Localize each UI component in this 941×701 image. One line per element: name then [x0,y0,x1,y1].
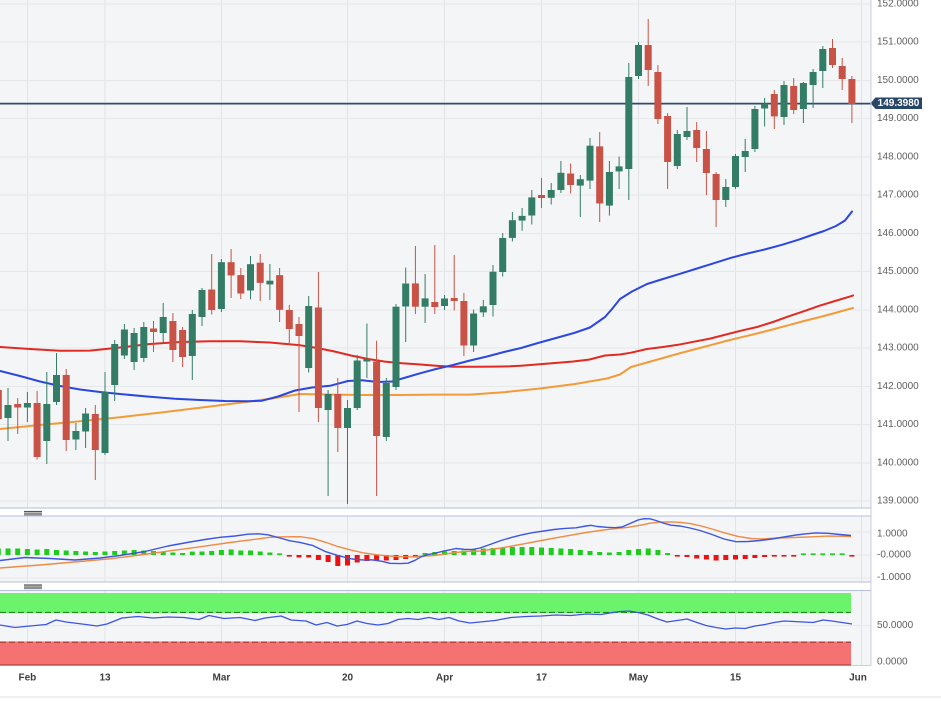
svg-text:-0.0000: -0.0000 [877,550,911,561]
svg-text:148.0000: 148.0000 [877,151,919,162]
svg-text:145.0000: 145.0000 [877,266,919,277]
svg-text:142.0000: 142.0000 [877,381,919,392]
svg-text:146.0000: 146.0000 [877,228,919,239]
svg-text:Feb: Feb [19,673,37,684]
svg-text:17: 17 [536,673,548,684]
svg-text:Apr: Apr [436,673,453,684]
svg-text:143.0000: 143.0000 [877,343,919,354]
svg-text:150.0000: 150.0000 [877,75,919,86]
svg-text:15: 15 [730,673,742,684]
svg-text:-1.0000: -1.0000 [877,572,911,583]
svg-text:May: May [629,673,649,684]
svg-text:152.0000: 152.0000 [877,0,919,10]
svg-text:50.0000: 50.0000 [877,620,914,631]
svg-text:Mar: Mar [213,673,231,684]
svg-text:13: 13 [99,673,111,684]
svg-text:139.0000: 139.0000 [877,496,919,507]
svg-text:Jun: Jun [849,673,867,684]
svg-text:0.0000: 0.0000 [877,657,908,668]
svg-text:147.0000: 147.0000 [877,190,919,201]
svg-text:149.3980: 149.3980 [878,98,920,109]
svg-text:140.0000: 140.0000 [877,457,919,468]
svg-text:149.0000: 149.0000 [877,113,919,124]
svg-text:144.0000: 144.0000 [877,304,919,315]
svg-text:151.0000: 151.0000 [877,37,919,48]
svg-text:141.0000: 141.0000 [877,419,919,430]
svg-text:1.0000: 1.0000 [877,529,908,540]
svg-text:20: 20 [342,673,354,684]
